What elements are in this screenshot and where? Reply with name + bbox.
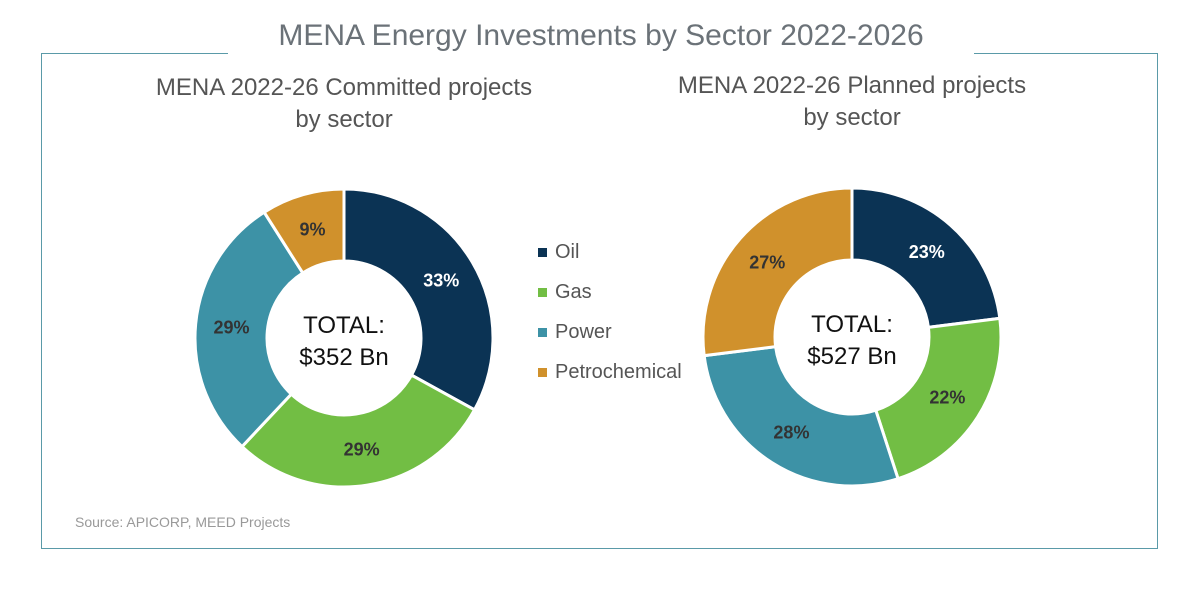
- data-label-power: 29%: [213, 317, 249, 337]
- legend-item-petrochemical: Petrochemical: [538, 352, 682, 392]
- data-label-petrochemical: 27%: [749, 252, 785, 272]
- legend-label: Gas: [555, 280, 592, 303]
- planned-title-line-1: MENA 2022-26 Planned projects: [677, 72, 1027, 99]
- data-label-petrochemical: 9%: [299, 219, 325, 239]
- source-note: Source: APICORP, MEED Projects: [75, 514, 291, 530]
- data-label-oil: 33%: [423, 270, 459, 290]
- data-label-gas: 29%: [344, 440, 380, 460]
- legend-swatch: [538, 367, 547, 377]
- legend-swatch: [538, 287, 547, 297]
- total-value: $527 Bn: [807, 343, 896, 370]
- slice-power: [193, 210, 305, 449]
- slice-gas: [239, 373, 477, 489]
- planned-chart-title: MENA 2022-26 Planned projects by sector: [642, 70, 1062, 134]
- slice-gas: [873, 316, 1003, 481]
- committed-chart-title: MENA 2022-26 Committed projects by secto…: [134, 72, 554, 136]
- legend-label: Oil: [555, 240, 580, 263]
- main-title: MENA Energy Investments by Sector 2022-2…: [228, 16, 974, 60]
- legend-swatch: [538, 247, 547, 257]
- data-label-oil: 23%: [909, 242, 945, 262]
- legend-label: Power: [555, 320, 612, 343]
- slice-petrochemical: [262, 187, 346, 276]
- slice-power: [702, 344, 900, 488]
- legend-item-gas: Gas: [538, 272, 682, 312]
- data-label-gas: 22%: [929, 388, 965, 408]
- legend-item-oil: Oil: [538, 232, 682, 272]
- total-label: TOTAL:: [303, 312, 385, 339]
- legend: Oil Gas Power Petrochemical: [538, 232, 682, 392]
- committed-title-line-1: MENA 2022-26 Committed projects: [155, 74, 533, 101]
- legend-item-power: Power: [538, 312, 682, 352]
- slice-petrochemical: [701, 186, 854, 358]
- legend-label: Petrochemical: [555, 360, 682, 383]
- committed-title-line-2: by sector: [295, 106, 393, 133]
- slice-oil: [342, 187, 495, 412]
- legend-swatch: [538, 327, 547, 337]
- data-label-power: 28%: [773, 422, 809, 442]
- total-label: TOTAL:: [811, 311, 893, 338]
- planned-title-line-2: by sector: [803, 104, 901, 131]
- slice-oil: [850, 186, 1002, 330]
- total-value: $352 Bn: [299, 344, 388, 371]
